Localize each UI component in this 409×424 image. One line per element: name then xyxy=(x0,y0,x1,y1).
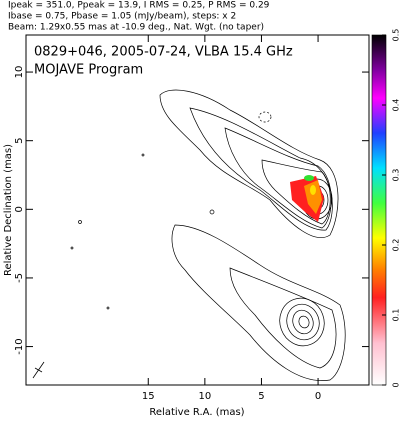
colorbar-tick-label: 0.2 xyxy=(392,239,401,252)
y-tick-label: 0 xyxy=(14,206,25,212)
x-tick-label: 5 xyxy=(258,391,264,402)
colorbar-tick-label: 0.1 xyxy=(392,309,401,322)
chart-title: 0829+046, 2005-07-24, VLBA 15.4 GHz xyxy=(34,45,293,60)
colorbar-tick-label: 0.4 xyxy=(392,99,401,112)
contours xyxy=(70,89,377,381)
chart-subtitle: MOJAVE Program xyxy=(34,63,143,78)
y-axis-label: Relative Declination (mas) xyxy=(3,144,14,276)
y-tick-label: -10 xyxy=(14,338,25,354)
colorbar-tick-label: 0 xyxy=(392,382,401,387)
header-line: Ibase = 0.75, Pbase = 1.05 (mJy/beam), s… xyxy=(8,12,236,22)
header-line: Beam: 1.29x0.55 mas at -10.9 deg., Nat. … xyxy=(8,23,264,33)
y-tick-label: -5 xyxy=(14,273,25,283)
x-tick-label: 0 xyxy=(315,391,321,402)
colorbar-tick-label: 0.5 xyxy=(392,29,401,42)
header-line: Ipeak = 351.0, Ppeak = 13.9, I RMS = 0.2… xyxy=(8,1,270,11)
beam xyxy=(32,361,45,379)
x-axis-label: Relative R.A. (mas) xyxy=(149,407,244,418)
colorbar xyxy=(371,34,387,386)
plot-frame xyxy=(25,34,370,386)
x-tick-label: 10 xyxy=(198,391,211,402)
colorbar-tick-label: 0.3 xyxy=(392,169,401,182)
y-tick-label: 5 xyxy=(14,137,25,143)
x-tick-label: 15 xyxy=(142,391,155,402)
polarization xyxy=(290,175,324,222)
y-tick-label: 10 xyxy=(14,66,25,79)
